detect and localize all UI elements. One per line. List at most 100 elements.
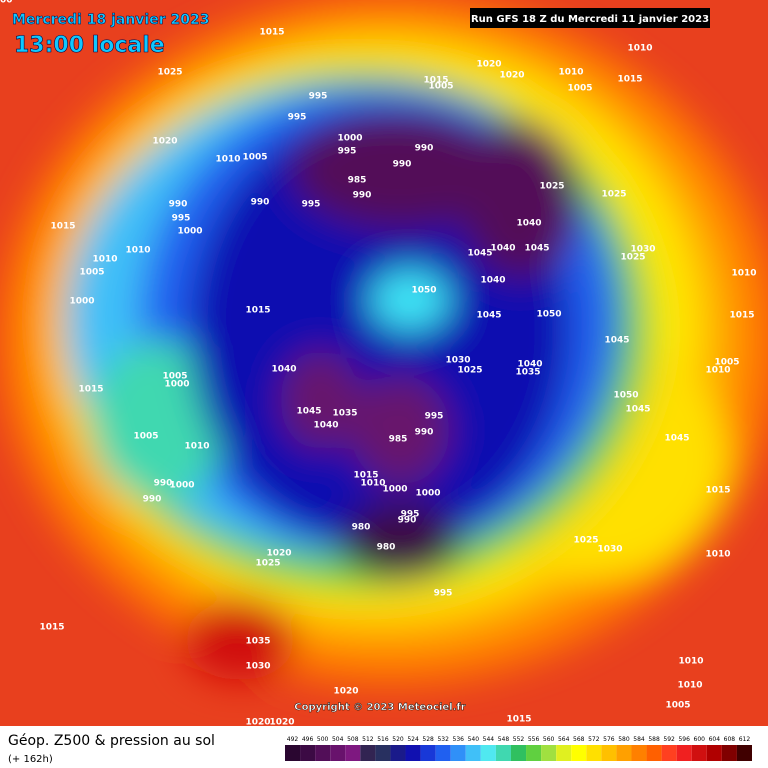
isobar-label: 1020: [333, 687, 358, 697]
color-swatch: [390, 745, 406, 761]
isobar-label: 1045: [467, 249, 492, 259]
scale-label: 572: [588, 736, 600, 743]
isobar-label: 990: [251, 198, 270, 208]
color-swatch: [405, 745, 421, 761]
scale-label: 568: [573, 736, 585, 743]
isobar-label: 1020: [499, 71, 524, 81]
color-swatch: [676, 745, 692, 761]
scale-label: 556: [528, 736, 540, 743]
isobar-label: 1015: [705, 486, 730, 496]
scale-label: 528: [422, 736, 434, 743]
isobar-label: 1045: [604, 336, 629, 346]
isobar-label: 1005: [162, 372, 187, 382]
scale-label: 584: [633, 736, 645, 743]
isobar-label: 1050: [613, 391, 638, 401]
isobar-label: 1045: [296, 407, 321, 417]
scale-label: 512: [362, 736, 374, 743]
scale-label: 508: [347, 736, 359, 743]
isobar-label: 1050: [536, 310, 561, 320]
isobar-label: 985: [389, 435, 408, 445]
isobar-label: 985: [348, 176, 367, 186]
run-box: [470, 8, 710, 28]
color-swatch: [616, 745, 632, 761]
isobar-label: 995: [288, 113, 307, 123]
isobar-label: 1000: [337, 134, 362, 144]
isobar-label: 1045: [524, 244, 549, 254]
isobar-label: 1005: [567, 84, 592, 94]
color-swatch: [300, 745, 316, 761]
isobar-label: 1020: [152, 137, 177, 147]
isobar-label: 1010: [705, 550, 730, 560]
isobar-label: 980: [377, 543, 396, 553]
isobar-label: 1035: [245, 637, 270, 647]
color-swatch: [571, 745, 587, 761]
isobar-label: 1025: [157, 68, 182, 78]
isobar-label: 1005: [242, 153, 267, 163]
isobar-label: 990: [169, 200, 188, 210]
isobar-label: 1025: [620, 253, 645, 263]
isobar-label: 995: [425, 412, 444, 422]
isobar-label: 1015: [39, 623, 64, 633]
color-swatch: [465, 745, 481, 761]
color-swatch: [495, 745, 511, 761]
scale-label: 608: [724, 736, 736, 743]
scale-label: 544: [483, 736, 495, 743]
isobar-label: 995: [434, 589, 453, 599]
color-swatch: [330, 745, 346, 761]
isobar-label: 1010: [627, 44, 652, 54]
scale-label: 532: [437, 736, 449, 743]
run-info: Run GFS 18 Z du Mercredi 11 janvier 2023: [471, 14, 709, 25]
isobar-label: 990: [353, 191, 372, 201]
scale-label: 516: [377, 736, 389, 743]
isobar-label: 1030: [597, 545, 622, 555]
isobar-label: 1010: [678, 657, 703, 667]
color-swatch: [285, 745, 301, 761]
isobar-label: 1000: [415, 489, 440, 499]
isobar-label: 995: [401, 510, 420, 520]
isobar-label: 1015: [50, 222, 75, 232]
isobar-label: 1020: [266, 549, 291, 559]
isobar-labels: 1015 1025 1020 1010 1005 995 995 1000 995 990 990 9…: [0, 0, 757, 728]
isobar-label: 1015: [78, 385, 103, 395]
scale-label: 552: [513, 736, 525, 743]
isobar-label: 1015: [423, 76, 448, 86]
color-swatch: [601, 745, 617, 761]
isobar-label: 1040: [490, 244, 515, 254]
isobar-label: 1010: [125, 246, 150, 256]
geopotential-field: [0, 0, 768, 726]
isobar-label: 1040: [480, 276, 505, 286]
isobar-label: 1045: [476, 311, 501, 321]
footer-title: Géop. Z500 & pression au sol: [8, 733, 215, 749]
isobar-label: 1020: [476, 60, 501, 70]
valid-date: Mercredi 18 janvier 2023: [12, 12, 209, 28]
isobar-label: 995: [309, 92, 328, 102]
isobar-label: 1015: [729, 311, 754, 321]
color-swatch: [345, 745, 361, 761]
color-swatch: [706, 745, 722, 761]
isobar-label: 1040: [517, 360, 542, 370]
isobar-label: 1020: [269, 718, 294, 728]
color-swatch: [691, 745, 707, 761]
color-swatch: [586, 745, 602, 761]
isobar-label: 1000: [177, 227, 202, 237]
scale-label: 524: [407, 736, 419, 743]
color-scale: 492 496 500 504 508 512 516 520 524 528 532 536 540 5…: [285, 736, 752, 761]
isobar-label: 1005: [665, 701, 690, 711]
isobar-label: 1035: [332, 409, 357, 419]
isobar-label: 1025: [601, 190, 626, 200]
isobar-label: 1015: [259, 28, 284, 38]
color-swatch: [480, 745, 496, 761]
isobar-label: 980: [352, 523, 371, 533]
scale-label: 548: [498, 736, 510, 743]
scale-label: 540: [468, 736, 480, 743]
color-swatch: [721, 745, 737, 761]
scale-label: 492: [287, 736, 299, 743]
isobar-label: 1050: [411, 286, 436, 296]
isobar-label: 1010: [92, 255, 117, 265]
scale-label: 564: [558, 736, 570, 743]
isobar-label: 990: [415, 428, 434, 438]
scale-label: 580: [618, 736, 630, 743]
isobar-label: 990: [143, 495, 162, 505]
isobar-label: 995: [302, 200, 321, 210]
color-swatch: [435, 745, 451, 761]
